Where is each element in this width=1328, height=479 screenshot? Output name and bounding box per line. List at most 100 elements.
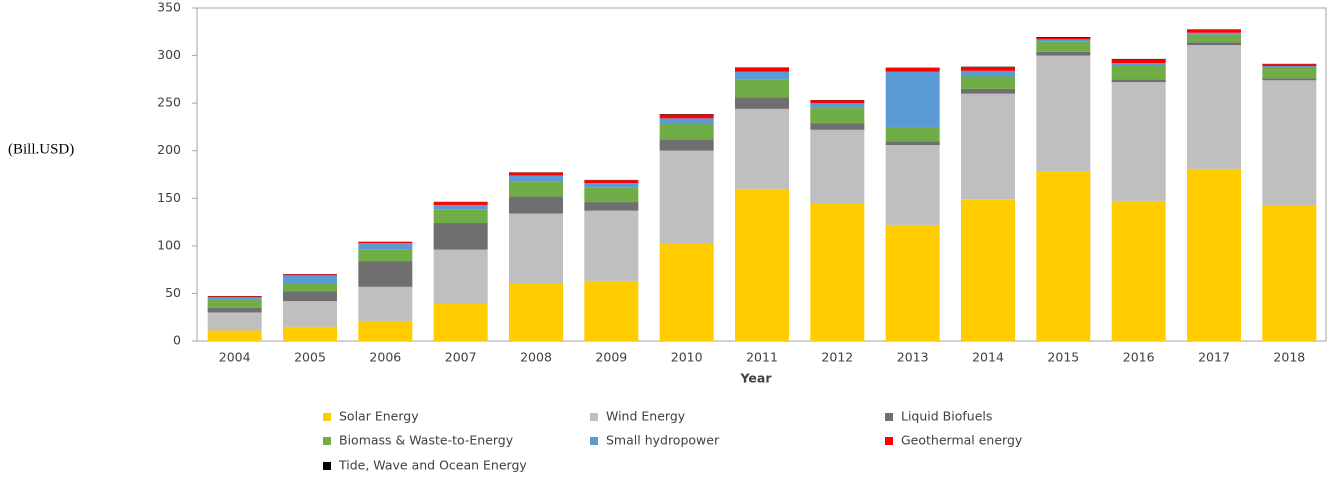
bar-segment — [659, 118, 714, 125]
x-tick-label: 2014 — [972, 350, 1004, 365]
x-tick-label: 2007 — [445, 350, 477, 365]
bar-segment — [659, 150, 714, 244]
bar-segment — [1036, 37, 1091, 40]
y-tick-label: 150 — [157, 190, 181, 205]
x-tick-label: 2004 — [219, 350, 251, 365]
x-tick-label: 2015 — [1047, 350, 1079, 365]
bar-segment — [810, 129, 865, 204]
x-tick-label: 2012 — [821, 350, 853, 365]
bar-segment — [810, 107, 865, 124]
bar-segment — [433, 249, 488, 304]
x-tick-label: 2010 — [671, 350, 703, 365]
bar-segment — [961, 88, 1015, 94]
x-tick-label: 2016 — [1123, 350, 1155, 365]
bar-segment — [433, 202, 488, 205]
bar-segment — [509, 175, 563, 182]
bar-segment — [207, 299, 262, 308]
bar-segment — [1262, 80, 1317, 206]
legend-label: Biomass & Waste-to-Energy — [339, 433, 514, 448]
bar-segment — [1111, 63, 1166, 67]
bar-segment — [735, 71, 789, 80]
bar-segment — [207, 297, 262, 300]
bar-segment — [207, 307, 262, 313]
bar-segment — [1187, 42, 1241, 46]
y-tick-label: 0 — [173, 333, 181, 348]
bar-segment — [358, 261, 413, 287]
y-tick-label: 200 — [157, 142, 181, 157]
bar-segment — [1111, 82, 1166, 202]
bar-segment — [1036, 55, 1091, 172]
bar-segment — [1187, 29, 1241, 33]
legend-swatch — [590, 437, 598, 445]
y-tick-label: 350 — [157, 0, 181, 15]
x-tick-label: 2013 — [897, 350, 929, 365]
x-axis-label: Year — [740, 371, 773, 386]
bar-segment — [1187, 45, 1241, 169]
bar-segment — [1036, 51, 1091, 56]
bar-segment — [283, 326, 337, 341]
bar-segment — [584, 183, 639, 188]
bar-segment — [207, 296, 262, 298]
bar-segment — [433, 209, 488, 224]
bar-segment — [1036, 41, 1091, 52]
bar-segment — [885, 126, 940, 142]
bar-segment — [735, 108, 789, 189]
x-tick-label: 2006 — [369, 350, 401, 365]
bar-segment — [735, 97, 789, 109]
bar-segment — [358, 321, 413, 341]
bar-segment — [358, 249, 413, 262]
bar-segment — [1262, 66, 1317, 67]
bar-segment — [283, 301, 337, 327]
bar-segment — [885, 141, 940, 146]
bar-segment — [207, 312, 262, 331]
x-tick-label: 2008 — [520, 350, 552, 365]
legend-swatch — [885, 413, 893, 421]
legend-swatch — [323, 413, 331, 421]
x-tick-label: 2005 — [294, 350, 326, 365]
bar-segment — [961, 66, 1015, 71]
bar-segment — [810, 100, 865, 104]
bar-segment — [433, 204, 488, 210]
bar-segment — [1187, 34, 1241, 43]
legend-label: Small hydropower — [606, 433, 720, 448]
bar-segment — [659, 243, 714, 341]
bar-segment — [1262, 66, 1317, 79]
bar-segment — [283, 291, 337, 302]
bar-segment — [358, 242, 413, 244]
bar-segment — [283, 274, 337, 276]
bar-segment — [810, 103, 865, 108]
bar-segment — [1262, 78, 1317, 81]
bar-segment — [207, 330, 262, 341]
x-tick-label: 2009 — [595, 350, 627, 365]
bar-segment — [1111, 201, 1166, 341]
bar-segment — [584, 202, 639, 211]
bar-segment — [961, 93, 1015, 200]
bar-segment — [735, 188, 789, 341]
bar-segment — [433, 303, 488, 341]
legend-swatch — [323, 437, 331, 445]
x-tick-label: 2018 — [1273, 350, 1305, 365]
bar-segment — [885, 71, 940, 127]
legend-label: Solar Energy — [339, 409, 419, 424]
bar-segment — [1111, 66, 1166, 80]
bar-segment — [283, 282, 337, 292]
bar-segment — [885, 145, 940, 225]
legend-label: Tide, Wave and Ocean Energy — [338, 458, 527, 473]
bar-segment — [509, 172, 563, 176]
bar-segment — [358, 243, 413, 250]
x-tick-label: 2017 — [1198, 350, 1230, 365]
bar-segment — [584, 281, 639, 341]
x-tick-label: 2011 — [746, 350, 778, 365]
y-axis-label: (Bill.USD) — [8, 141, 74, 157]
bar-segment — [961, 199, 1015, 341]
bar-segment — [885, 224, 940, 341]
bar-segment — [961, 76, 1015, 89]
legend-label: Liquid Biofuels — [901, 409, 992, 424]
bar-segment — [509, 196, 563, 214]
bar-segment — [1262, 205, 1317, 341]
legend-swatch — [885, 437, 893, 445]
bar-segment — [1111, 59, 1166, 64]
bar-segment — [1262, 64, 1317, 67]
bar-segment — [1111, 79, 1166, 83]
